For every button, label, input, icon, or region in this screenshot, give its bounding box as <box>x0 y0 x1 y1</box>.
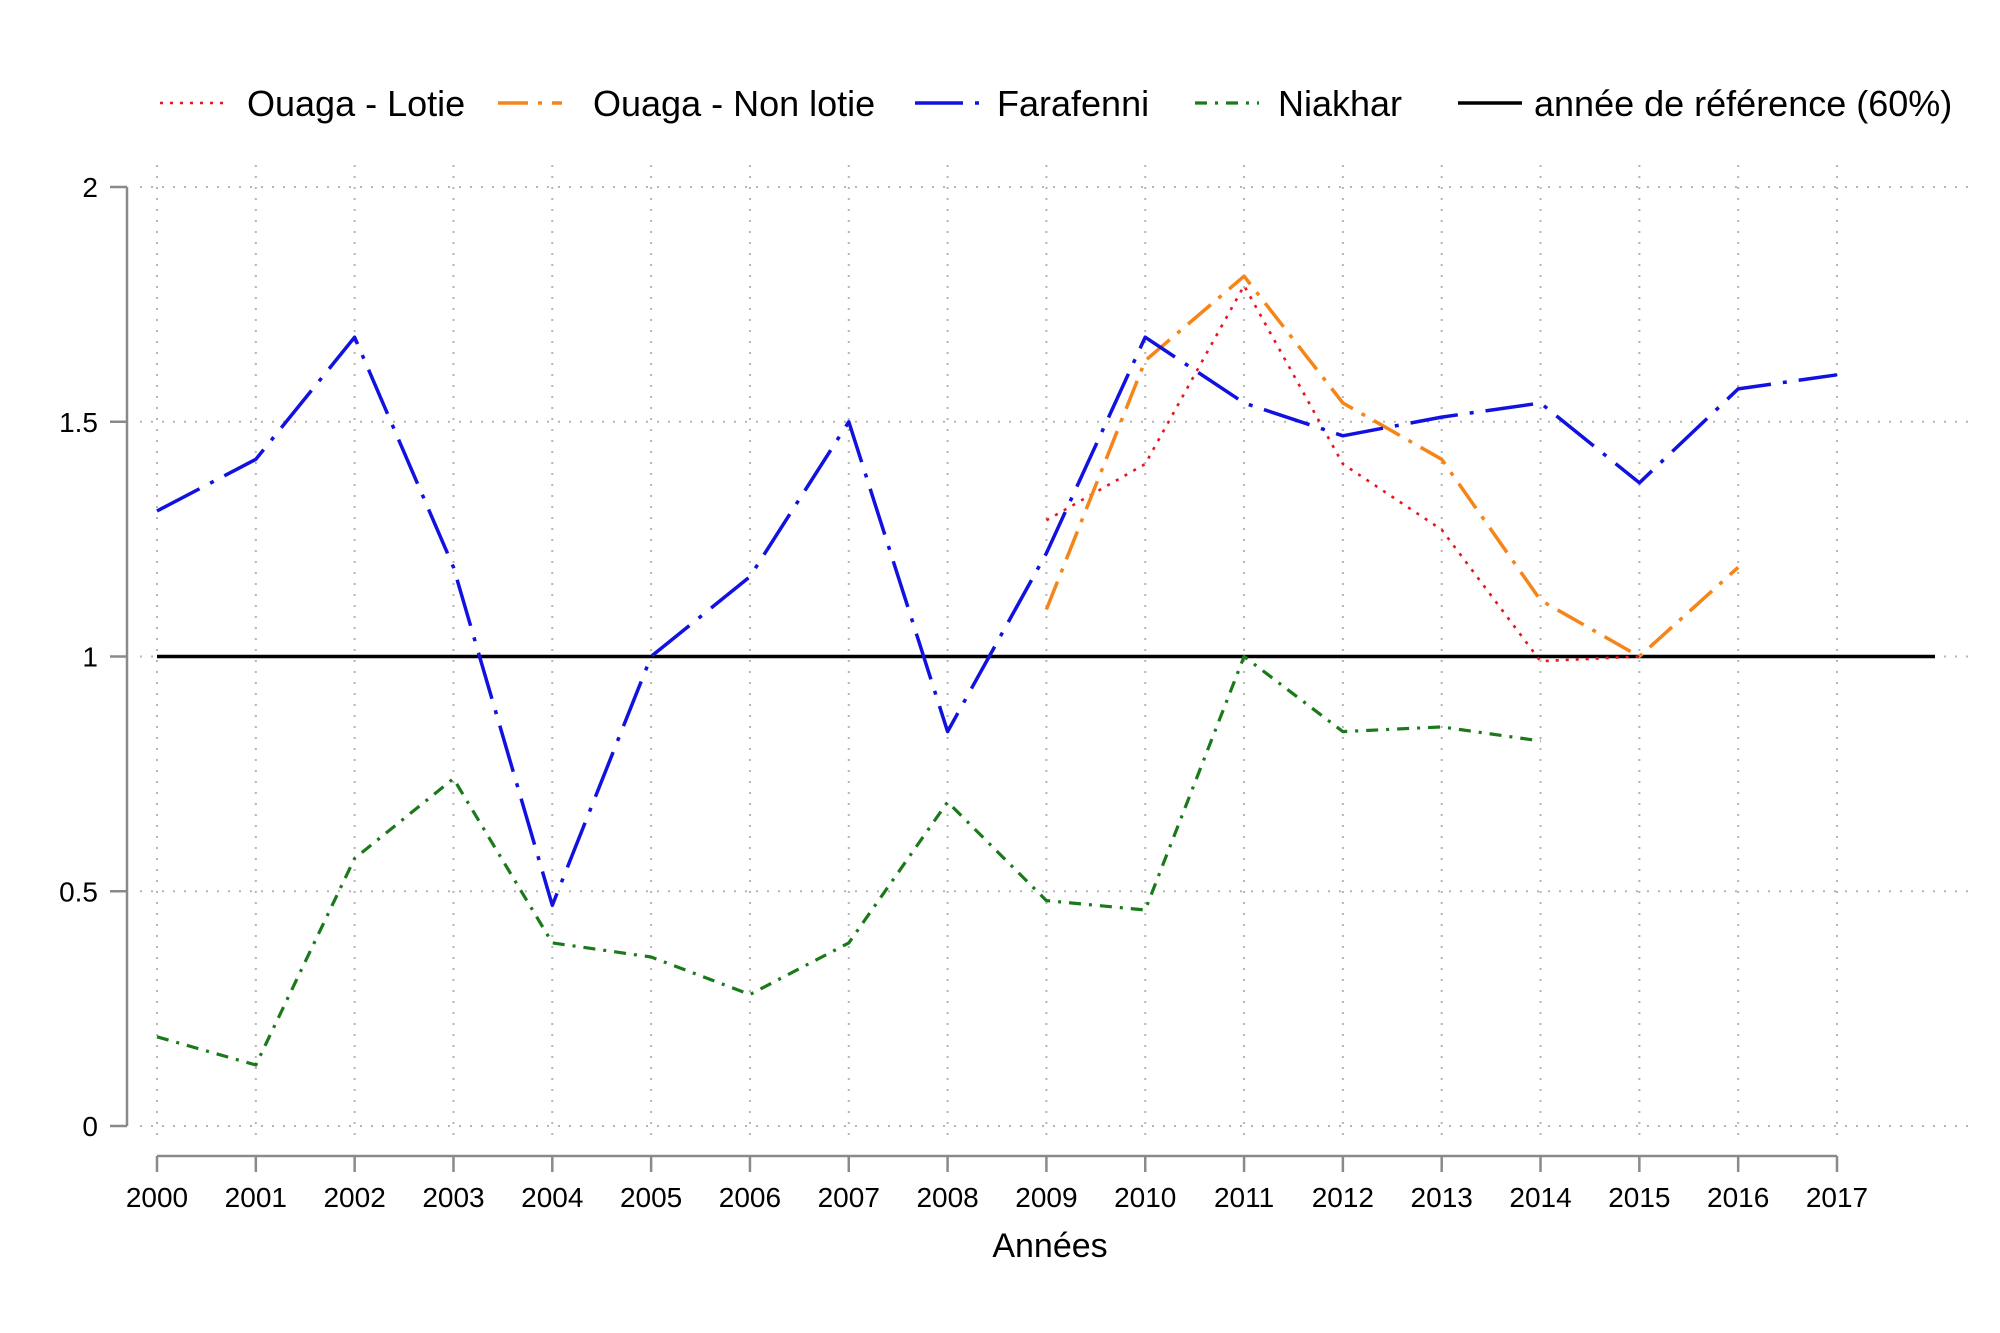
x-tick-label-7: 2007 <box>818 1182 880 1213</box>
x-axis-title: Années <box>992 1227 1107 1265</box>
x-tick-label-2: 2002 <box>323 1182 385 1213</box>
y-tick-label-3: 1.5 <box>59 407 98 438</box>
x-tick-label-8: 2008 <box>916 1182 978 1213</box>
legend-label-1: Ouaga - Non lotie <box>593 83 875 124</box>
x-tick-label-6: 2006 <box>719 1182 781 1213</box>
x-tick-label-13: 2013 <box>1411 1182 1473 1213</box>
x-tick-label-15: 2015 <box>1608 1182 1670 1213</box>
legend-label-4: année de référence (60%) <box>1534 83 1952 124</box>
x-tick-label-14: 2014 <box>1509 1182 1571 1213</box>
grid <box>140 165 1972 1144</box>
legend-label-3: Niakhar <box>1278 83 1402 124</box>
legend-label-2: Farafenni <box>997 83 1149 124</box>
series-line-3 <box>156 654 1541 1067</box>
axes: 0 0.5 1 1.5 2 2000 2001 2002 2003 2004 2005 2006 200… <box>59 172 1868 1213</box>
x-tick-label-17: 2017 <box>1806 1182 1868 1213</box>
x-tick-label-1: 2001 <box>225 1182 287 1213</box>
y-tick-label-4: 2 <box>82 172 98 203</box>
legend: Ouaga - Lotie Ouaga - Non lotie Farafenni N… <box>160 83 1952 124</box>
series-lines <box>156 274 1838 1067</box>
x-tick-label-11: 2011 <box>1214 1182 1274 1213</box>
x-tick-label-4: 2004 <box>521 1182 583 1213</box>
x-tick-label-5: 2005 <box>620 1182 682 1213</box>
y-tick-label-1: 0.5 <box>59 876 98 907</box>
x-tick-label-10: 2010 <box>1114 1182 1176 1213</box>
series-line-0 <box>1045 284 1640 663</box>
y-tick-label-0: 0 <box>82 1111 98 1142</box>
series-line-2 <box>156 335 1838 908</box>
x-tick-label-0: 2000 <box>126 1182 188 1213</box>
x-tick-label-16: 2016 <box>1707 1182 1769 1213</box>
legend-label-0: Ouaga - Lotie <box>247 83 465 124</box>
x-tick-label-3: 2003 <box>422 1182 484 1213</box>
x-tick-label-12: 2012 <box>1312 1182 1374 1213</box>
series-line-1 <box>1044 274 1740 659</box>
y-tick-label-2: 1 <box>82 642 98 673</box>
x-tick-label-9: 2009 <box>1015 1182 1077 1213</box>
